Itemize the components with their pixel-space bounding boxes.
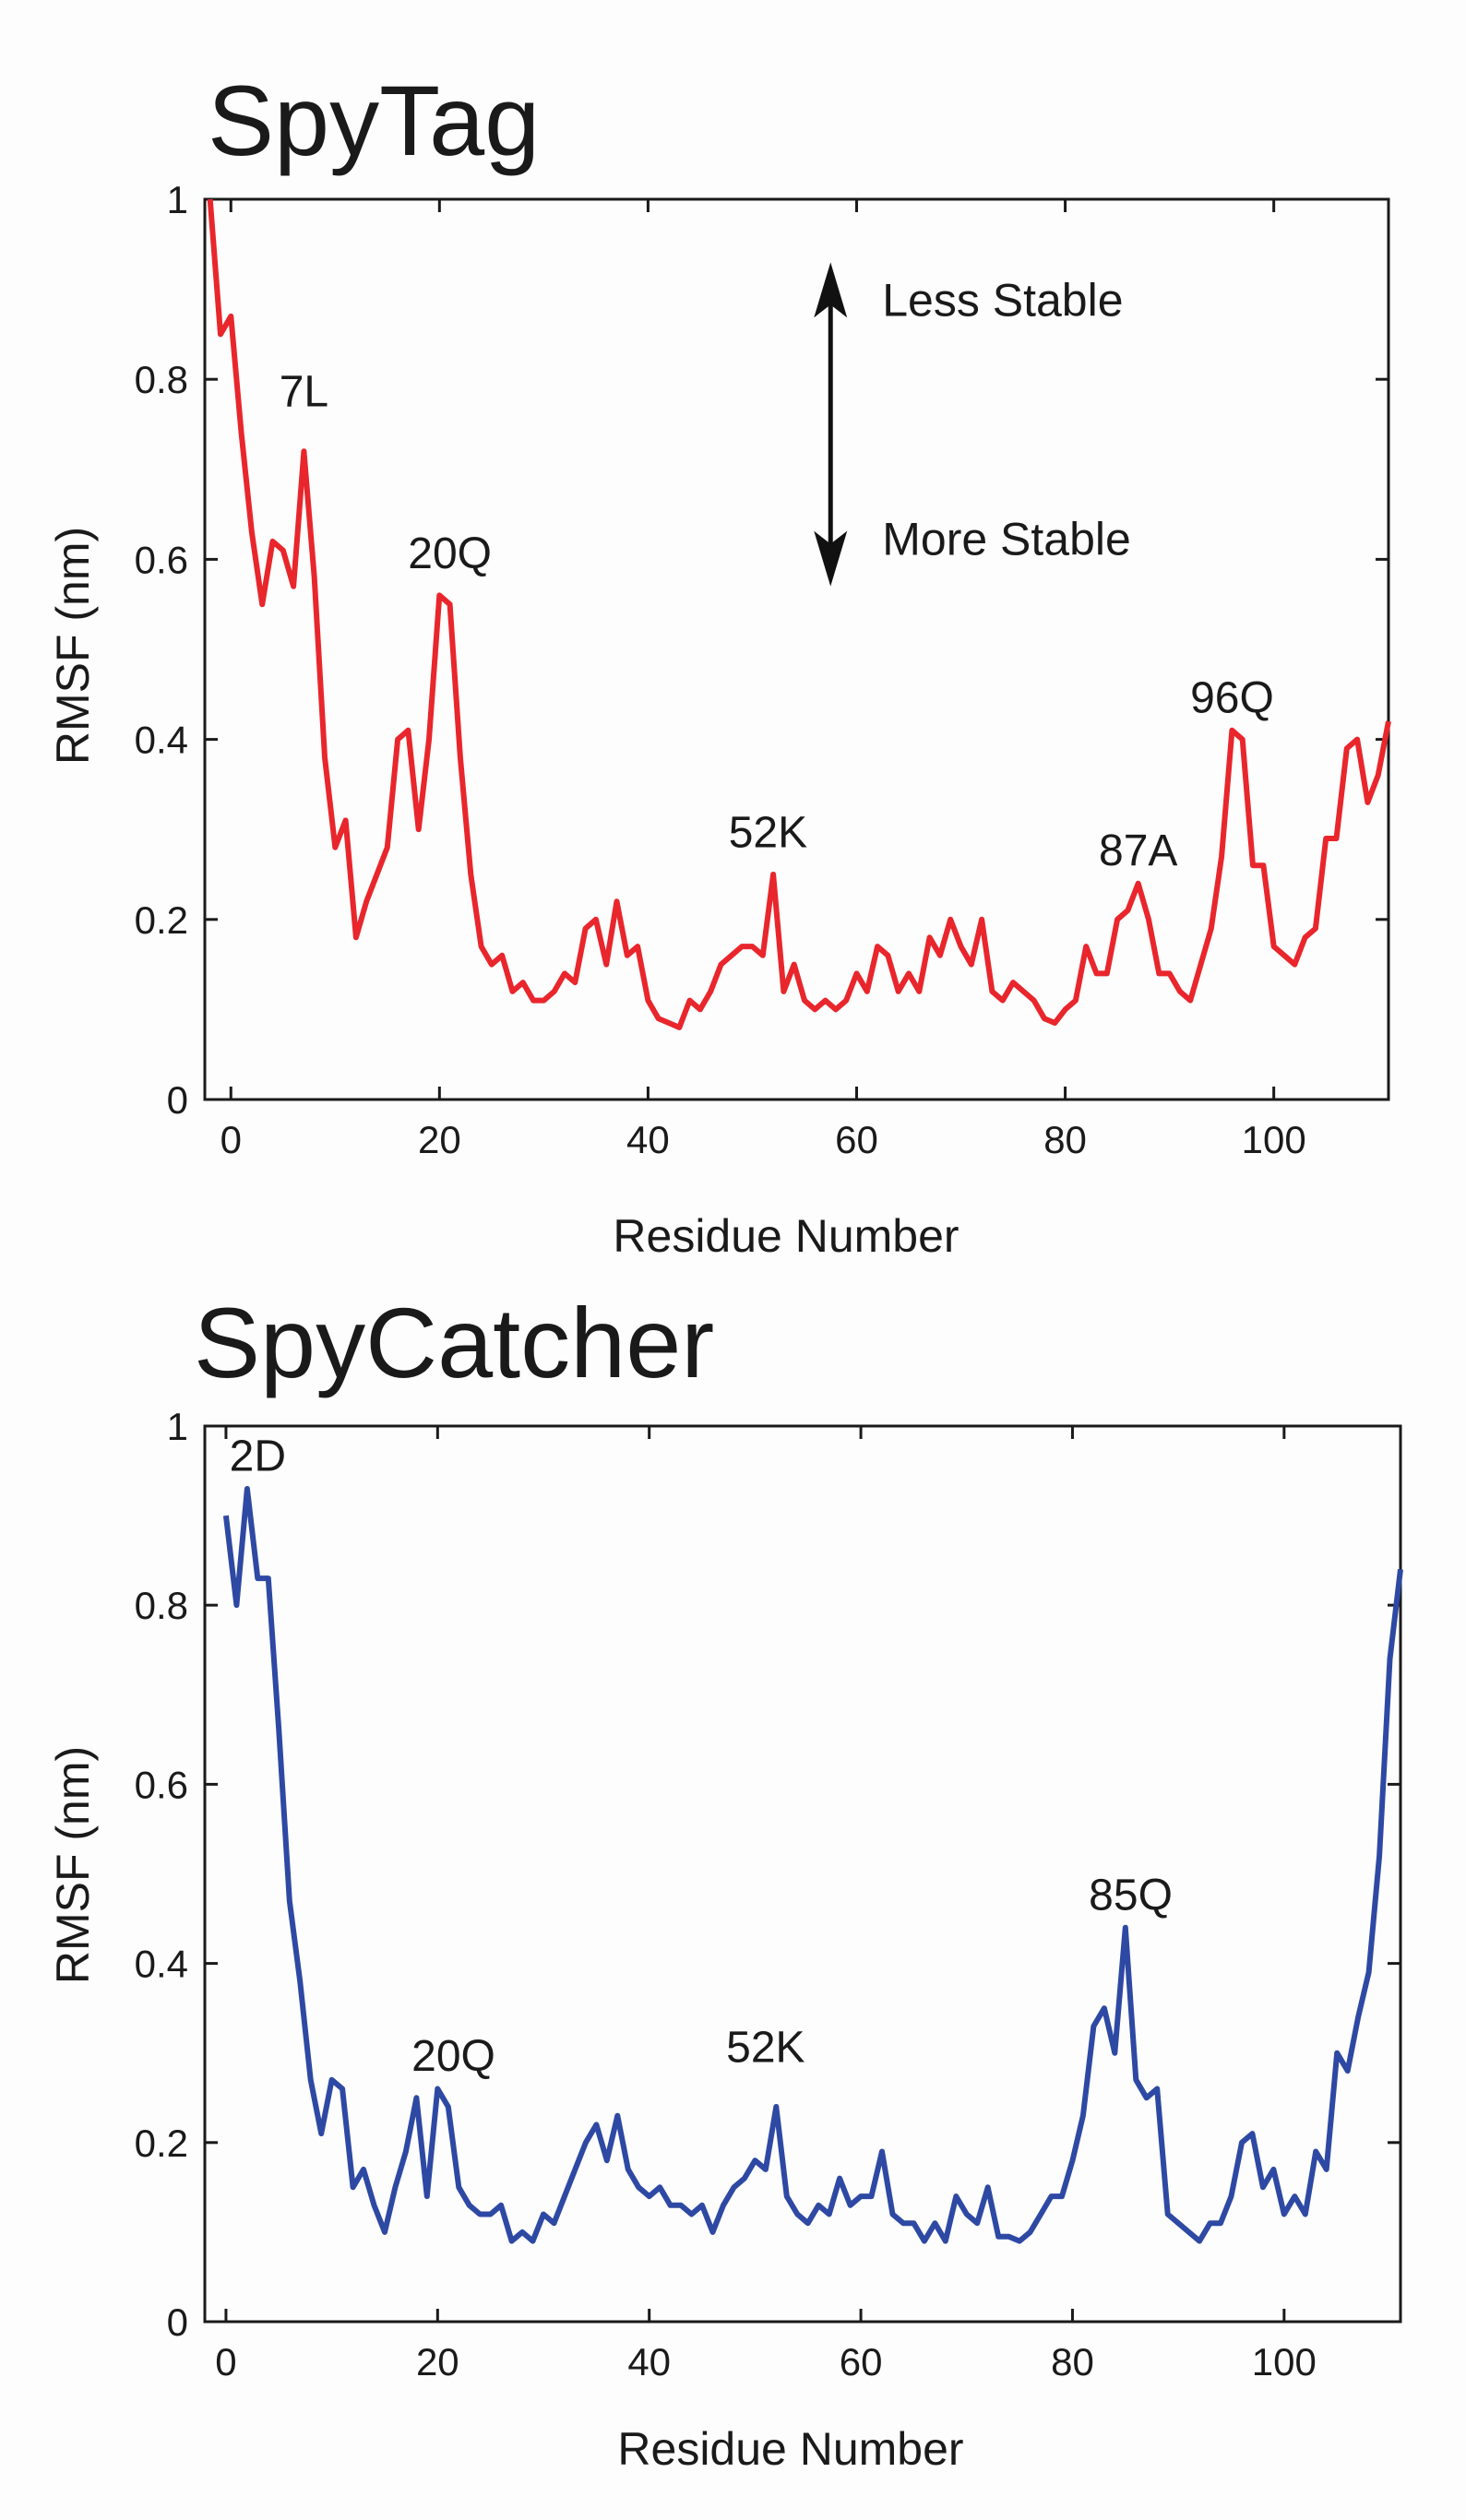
spytag-x-axis-label: Residue Number [613, 1210, 959, 1262]
spycatcher-y-tick-label: 0 [167, 2300, 188, 2344]
spytag-x-tick-label: 0 [220, 1118, 242, 1161]
spycatcher-y-axis-label: RMSF (nm) [47, 1746, 99, 1984]
spytag-y-tick-label: 0.4 [135, 719, 188, 762]
spytag-peak-label: 7L [280, 367, 328, 416]
spytag-title: SpyTag [208, 65, 540, 176]
spycatcher-x-axis-label: Residue Number [617, 2423, 963, 2475]
spytag-y-tick-label: 0.6 [135, 538, 188, 581]
spytag-y-axis-label: RMSF (nm) [47, 527, 99, 765]
spycatcher-rmsf-line [222, 1486, 1403, 2244]
spytag-peak-label: 52K [729, 809, 807, 858]
spycatcher-peak-label: 52K [726, 2023, 805, 2072]
spycatcher-peak-label: 85Q [1089, 1871, 1173, 1920]
spytag-x-tick-label: 80 [1043, 1118, 1087, 1161]
spycatcher-y-tick-label: 0.2 [135, 2122, 188, 2165]
more-stable-label: More Stable [882, 514, 1131, 565]
spycatcher-x-tick-label: 0 [215, 2340, 236, 2383]
spytag-x-tick-label: 100 [1242, 1118, 1306, 1161]
spycatcher-y-tick-label: 1 [167, 1405, 188, 1448]
spytag-peak-label: 87A [1099, 826, 1177, 875]
spycatcher-y-tick-label: 0.6 [135, 1763, 188, 1806]
spytag-y-tick-label: 0.2 [135, 898, 188, 942]
spycatcher-y-tick-label: 0.4 [135, 1943, 188, 1986]
spytag-panel: SpyTag 0 20 40 60 80 100 0 0.2 0.4 0.6 0.8 1 7L 20Q 5… [47, 65, 1391, 1262]
spycatcher-x-tick-label: 20 [416, 2340, 459, 2383]
spycatcher-peak-label: 2D [230, 1432, 286, 1481]
spytag-rmsf-line [207, 198, 1391, 1030]
spycatcher-plot-frame [203, 1424, 1402, 2324]
arrow-down-icon [814, 530, 848, 587]
spytag-plot-frame [203, 197, 1390, 1101]
spytag-y-tick-label: 0 [167, 1078, 188, 1122]
spycatcher-x-tick-label: 60 [840, 2340, 883, 2383]
spycatcher-peak-label: 20Q [411, 2032, 495, 2081]
spycatcher-title: SpyCatcher [194, 1287, 714, 1398]
spytag-x-tick-label: 60 [835, 1118, 878, 1161]
spycatcher-x-tick-label: 80 [1051, 2340, 1094, 2383]
spytag-x-tick-label: 20 [418, 1118, 461, 1161]
spycatcher-y-tick-label: 0.8 [135, 1584, 188, 1627]
spytag-peak-label: 96Q [1190, 673, 1274, 722]
spycatcher-panel: SpyCatcher 0 20 40 60 80 100 0 0.2 0.4 0.6 0.8 1 2D… [47, 1287, 1403, 2475]
arrow-up-icon [814, 262, 848, 318]
spycatcher-x-tick-label: 100 [1252, 2340, 1317, 2383]
spycatcher-x-tick-label: 40 [627, 2340, 671, 2383]
less-stable-label: Less Stable [882, 274, 1123, 326]
spytag-y-tick-label: 1 [167, 178, 188, 221]
spytag-x-tick-label: 40 [626, 1118, 670, 1161]
spytag-y-tick-label: 0.8 [135, 358, 188, 401]
spytag-peak-label: 20Q [408, 529, 492, 578]
